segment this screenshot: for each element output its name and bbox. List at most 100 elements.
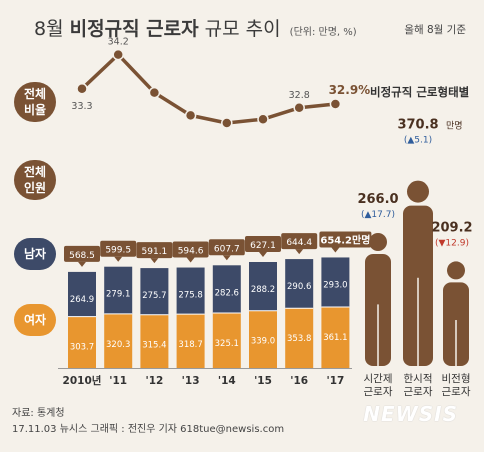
female-value-label: 303.7 [70, 343, 94, 353]
ratio-point [293, 102, 305, 114]
page-title: 8월 비정규직 근로자 규모 추이 (단위: 만명, %) [34, 14, 357, 41]
female-value-label: 318.7 [178, 340, 202, 350]
female-value-label: 325.1 [215, 339, 239, 349]
category-label: '14 [218, 375, 236, 387]
ratio-data-label: 33.3 [71, 101, 92, 112]
total-value-label: 654.2만명 [320, 233, 370, 246]
category-label: 2010년 [63, 374, 102, 387]
female-value-label: 353.8 [287, 334, 311, 344]
total-callout-pointer [150, 258, 159, 264]
person-head [407, 180, 429, 203]
female-value-label: 361.1 [323, 333, 347, 343]
total-value-label: 568.5 [69, 251, 95, 261]
type-category-label: 근로자 [364, 386, 393, 398]
female-value-label: 315.4 [142, 341, 166, 351]
total-callout-pointer [78, 261, 86, 267]
total-callout [281, 233, 318, 250]
ratio-row-label: 전체 비율 [14, 82, 56, 122]
ratio-point [221, 117, 233, 129]
type-value-label: 209.2 [431, 220, 472, 235]
type-value-label: 370.8 [397, 118, 438, 133]
male-bar [249, 262, 277, 311]
male-value-label: 275.7 [142, 291, 166, 301]
male-value-label: 275.8 [178, 291, 202, 301]
type-value-label: 266.0 [357, 192, 398, 207]
male-value-label: 264.9 [70, 295, 94, 305]
total-value-label: 599.5 [105, 246, 131, 256]
male-bar [176, 267, 205, 315]
total-row-label: 전체 인원 [14, 160, 56, 200]
title-bold: 비정규직 근로자 [69, 18, 199, 40]
type-change-label: (▲5.1) [404, 136, 432, 146]
male-value-label: 282.6 [215, 288, 239, 298]
total-callout-pointer [259, 252, 267, 258]
female-bar [176, 314, 205, 368]
total-callout-pointer [114, 256, 123, 262]
female-value-label: 339.0 [251, 337, 275, 347]
total-callout-pointer [222, 255, 231, 261]
basis-note: 올해 8월 기준 [404, 24, 466, 36]
type-change-label: (▼12.9) [435, 238, 469, 248]
total-value-label: 607.7 [214, 244, 240, 254]
newsis-watermark: NEWSIS [363, 402, 458, 426]
female-bar [321, 306, 350, 368]
source-note: 자료: 통계청 [12, 408, 65, 419]
female-bar [285, 308, 314, 368]
total-value-label: 627.1 [250, 241, 276, 251]
type-category-label: 근로자 [404, 386, 433, 398]
type-category-label: 시간제 [364, 373, 393, 385]
total-callout [172, 241, 209, 258]
category-label: '12 [145, 375, 163, 387]
category-label: '15 [254, 375, 272, 387]
person-head [447, 261, 465, 280]
male-row-label: 남자 [14, 238, 56, 270]
female-bar [140, 314, 169, 368]
ratio-point [112, 48, 124, 61]
total-callout [100, 240, 137, 257]
total-callout [136, 242, 173, 259]
ratio-point [76, 83, 88, 95]
female-bar [212, 313, 241, 368]
ratio-data-label: 34.2 [108, 37, 129, 48]
total-callout [319, 231, 372, 248]
total-callout-pointer [331, 247, 340, 253]
male-value-label: 290.6 [287, 282, 311, 292]
type-value-unit: 만명 [446, 121, 463, 132]
ratio-point [184, 109, 197, 122]
type-category-label: 비전형 [442, 373, 471, 385]
female-value-label: 320.3 [106, 340, 130, 350]
male-bar [140, 268, 169, 315]
male-value-label: 293.0 [323, 280, 347, 290]
male-bar [104, 266, 133, 314]
male-value-label: 288.2 [251, 285, 275, 295]
credit-note: 17.11.03 뉴시스 그래픽 : 전진우 기자 618tue@newsis.… [12, 424, 285, 435]
female-bar [249, 310, 277, 368]
total-callout [208, 239, 245, 256]
total-value-label: 594.6 [178, 247, 204, 257]
ratio-data-label: 32.9% [329, 83, 371, 97]
category-label: '17 [326, 375, 344, 387]
male-bar [285, 259, 314, 309]
title-suffix: 규모 추이 [204, 18, 281, 40]
ratio-point [148, 86, 161, 99]
total-callout-pointer [295, 249, 304, 255]
total-callout-pointer [186, 257, 195, 263]
category-label: '13 [182, 375, 200, 387]
total-callout [245, 236, 281, 253]
ratio-data-label: 32.8 [289, 90, 310, 101]
type-category-label: 근로자 [442, 386, 471, 398]
female-row-label: 여자 [14, 304, 56, 336]
title-prefix: 8월 [34, 18, 64, 40]
type-change-label: (▲17.7) [361, 210, 395, 220]
male-bar [321, 257, 350, 307]
total-value-label: 644.4 [286, 238, 312, 248]
ratio-line [80, 52, 336, 125]
female-bar [68, 316, 96, 368]
male-bar [68, 271, 96, 317]
male-value-label: 279.1 [106, 290, 130, 300]
category-label: '11 [109, 375, 127, 387]
male-bar [212, 265, 241, 314]
female-bar [104, 313, 133, 368]
ratio-point [329, 98, 342, 110]
